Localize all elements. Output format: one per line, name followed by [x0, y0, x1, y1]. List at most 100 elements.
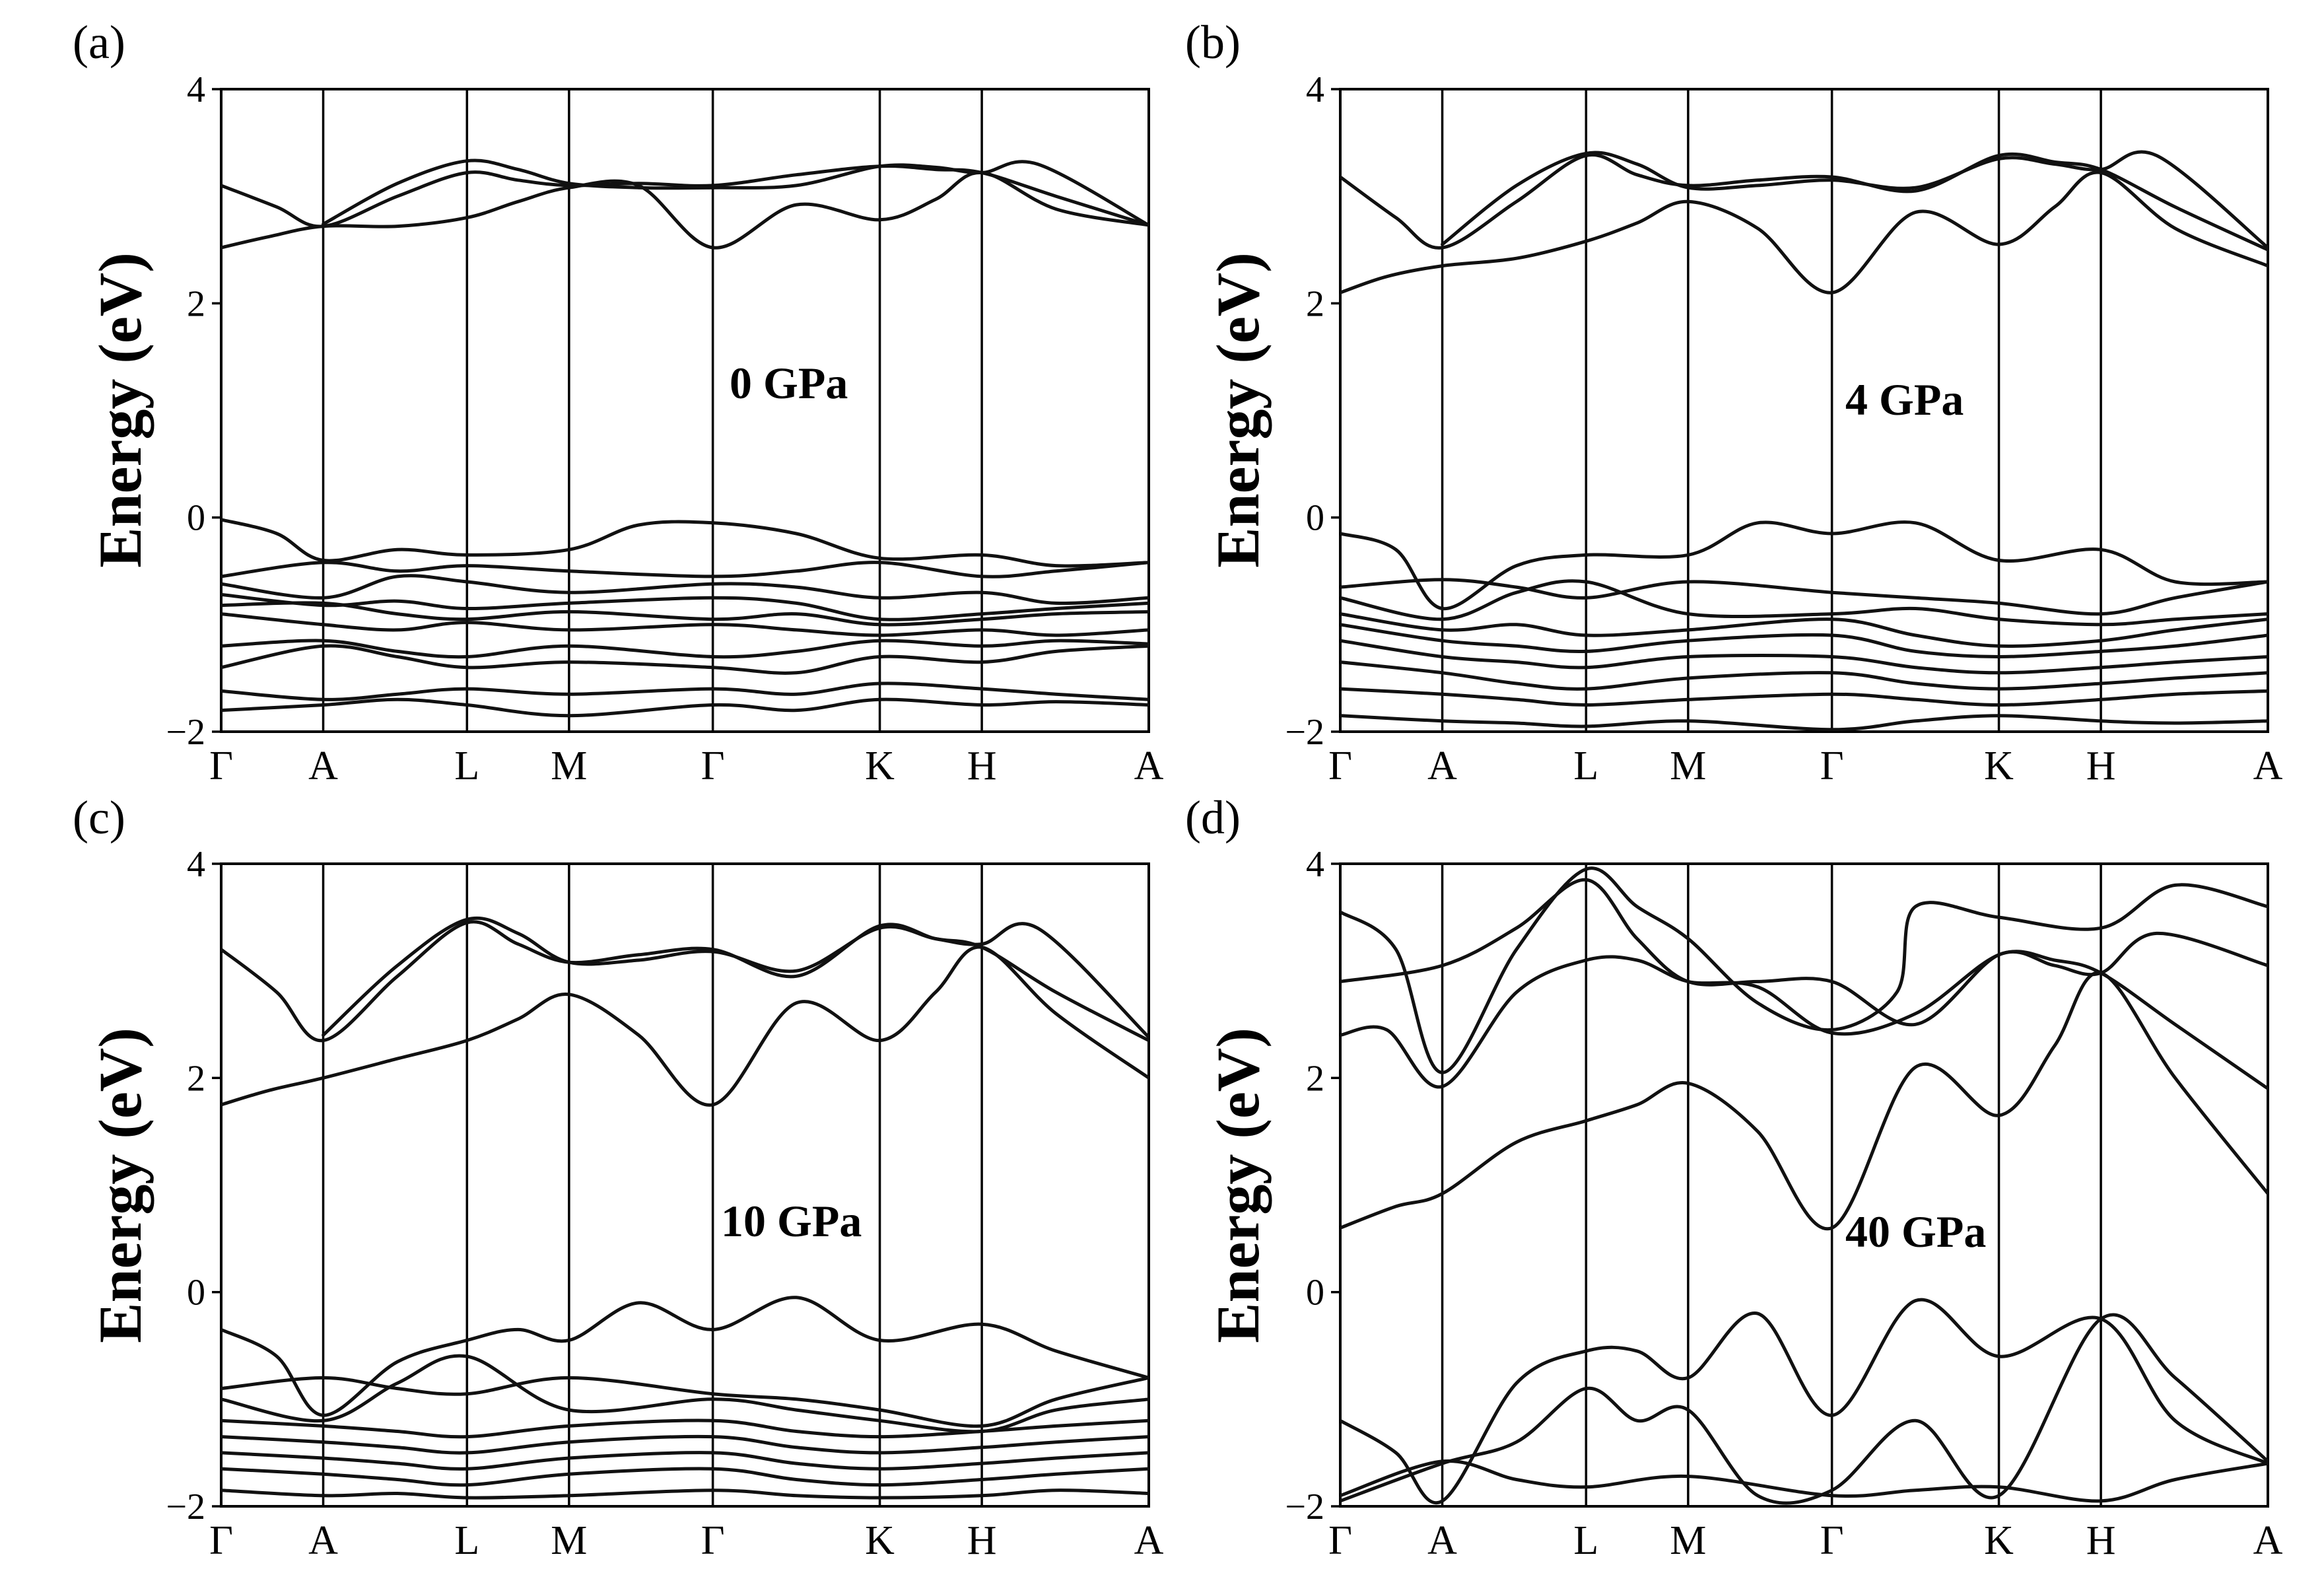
- k-point-label: K: [1984, 744, 2014, 788]
- y-tick-label: 0: [187, 498, 205, 539]
- y-tick-label: −2: [1285, 1486, 1324, 1527]
- plot-frame: [220, 862, 1150, 1508]
- y-tick-label: 2: [1306, 1058, 1324, 1099]
- y-tick-label: −2: [166, 1486, 205, 1527]
- band-line-vb4: [1340, 612, 2268, 648]
- k-point-label: L: [1573, 1518, 1598, 1563]
- band-line-vb9: [221, 682, 1149, 701]
- band-line-vb2: [221, 1376, 1149, 1428]
- k-point-label: A: [1134, 1518, 1164, 1563]
- band-line-vb6: [221, 1451, 1149, 1471]
- panel-label: (d): [1185, 791, 1241, 844]
- k-point-label: A: [2253, 1518, 2283, 1563]
- k-point-label: L: [454, 1518, 479, 1563]
- band-line-cb1: [1340, 170, 2268, 295]
- y-axis-label: Energy (eV): [86, 1028, 154, 1343]
- k-point-label: H: [2086, 744, 2116, 788]
- band-line-vb10: [221, 697, 1149, 718]
- band-line-cb2: [1340, 152, 2268, 252]
- band-line-vb2: [1340, 1313, 2268, 1505]
- y-tick-label: 2: [187, 1058, 205, 1099]
- k-point-label: A: [1427, 744, 1457, 788]
- high-symmetry-lines: [1441, 864, 2102, 1506]
- pressure-annotation: 0 GPa: [730, 358, 848, 408]
- band-line-vb1: [221, 518, 1149, 568]
- k-point-label: Γ: [209, 744, 233, 788]
- band-line-vb1: [221, 1296, 1149, 1417]
- k-point-label: H: [967, 744, 997, 788]
- band-line-cb4: [1340, 866, 2268, 1074]
- y-tick-label: 0: [1306, 498, 1324, 539]
- panel-c: (c) −2 0 2 4 Γ A L M Γ K H A Energy (eV) 10 GPa: [73, 791, 1164, 1563]
- y-tick-label: 4: [1306, 69, 1324, 110]
- band-line-vb7: [221, 1467, 1149, 1487]
- band-line-cb2: [221, 920, 1149, 1043]
- k-point-label: L: [454, 744, 479, 788]
- band-line-vb2: [221, 561, 1149, 578]
- y-axis-ticks: −2 0 2 4: [1285, 844, 1340, 1527]
- y-axis-ticks: −2 0 2 4: [166, 69, 221, 753]
- band-line-cb3: [322, 916, 1149, 1039]
- panel-b: (b) −2 0 2 4 Γ A L M Γ K H A Energy (eV) 4 GPa: [1185, 16, 2283, 788]
- band-line-vb1: [1340, 520, 2268, 611]
- band-line-cb1: [1340, 971, 2268, 1231]
- band-line-vb6: [221, 612, 1149, 637]
- y-tick-label: 4: [1306, 844, 1324, 885]
- band-line-cb1: [221, 945, 1149, 1107]
- y-axis-ticks: −2 0 2 4: [1285, 69, 1340, 753]
- band-line-cb3: [1340, 878, 2268, 1027]
- y-axis-ticks: −2 0 2 4: [166, 844, 221, 1527]
- pressure-annotation: 40 GPa: [1845, 1206, 1986, 1257]
- y-axis-label: Energy (eV): [1204, 1028, 1272, 1343]
- y-axis-label: Energy (eV): [86, 252, 154, 568]
- band-lines: [221, 158, 1149, 718]
- plot-frame: [220, 88, 1150, 733]
- k-point-label: H: [967, 1518, 997, 1563]
- k-point-label: H: [2086, 1518, 2116, 1563]
- band-lines: [221, 916, 1149, 1500]
- k-point-label: M: [551, 744, 587, 788]
- band-line-cb3: [1441, 150, 2268, 250]
- k-point-label: Γ: [1820, 744, 1844, 788]
- panel-a: (a) −2 0 2 4 Γ A L M Γ K H A Energy (eV) 0 GPa: [73, 16, 1164, 788]
- band-line-vb5: [1340, 623, 2268, 658]
- band-line-vb8: [1340, 687, 2268, 707]
- y-tick-label: −2: [1285, 712, 1324, 753]
- k-point-label: A: [308, 744, 338, 788]
- k-point-label: M: [551, 1518, 587, 1563]
- y-tick-label: 2: [1306, 283, 1324, 324]
- k-point-label: A: [1427, 1518, 1457, 1563]
- k-point-label: K: [865, 1518, 895, 1563]
- panel-label: (a): [73, 16, 125, 69]
- band-line-vb3: [221, 574, 1149, 606]
- y-tick-label: 4: [187, 69, 205, 110]
- y-axis-label: Energy (eV): [1204, 252, 1272, 568]
- band-line-cb2: [221, 164, 1149, 228]
- band-line-vb2: [1340, 578, 2268, 616]
- band-line-cb3: [322, 158, 1149, 227]
- k-point-label: K: [865, 744, 895, 788]
- plot-frame: [1339, 862, 2269, 1508]
- band-line-vb7: [1340, 660, 2268, 691]
- band-line-vb4: [221, 1418, 1149, 1439]
- k-point-label: Γ: [701, 1518, 725, 1563]
- y-tick-label: 2: [187, 283, 205, 324]
- band-lines: [1340, 150, 2268, 732]
- k-point-label: Γ: [1328, 744, 1352, 788]
- pressure-annotation: 10 GPa: [721, 1196, 862, 1246]
- y-tick-label: 4: [187, 844, 205, 885]
- panel-label: (c): [73, 791, 125, 844]
- pressure-annotation: 4 GPa: [1845, 374, 1964, 425]
- band-line-vb1: [1340, 1298, 2268, 1505]
- band-line-vb7: [221, 639, 1149, 659]
- band-line-vb8: [221, 644, 1149, 675]
- band-line-vb3: [1340, 1459, 2268, 1503]
- band-line-vb9: [1340, 714, 2268, 732]
- y-tick-label: 0: [187, 1273, 205, 1313]
- plot-frame: [1339, 88, 2269, 733]
- k-point-label: K: [1984, 1518, 2014, 1563]
